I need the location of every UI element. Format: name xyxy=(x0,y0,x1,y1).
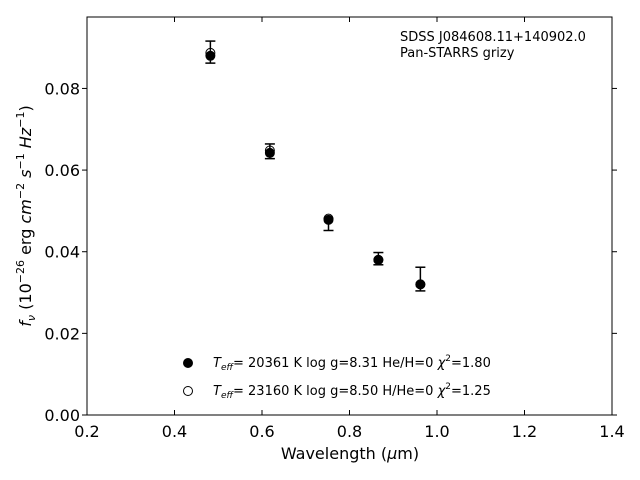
x-tick-label: 1.4 xyxy=(599,422,624,441)
data-points xyxy=(205,47,426,290)
point-he-h xyxy=(205,50,216,61)
annotation-survey: Pan-STARRS grizy xyxy=(400,46,515,61)
x-tick-label: 0.6 xyxy=(249,422,274,441)
legend-marker-filled xyxy=(183,358,193,368)
y-tick-label: 0.02 xyxy=(44,324,80,343)
point-h-he xyxy=(373,254,384,265)
error-bars xyxy=(205,40,426,292)
legend-entry-h-he: Teff= 23160 K log g=8.50 H/He=0 χ2=1.25 xyxy=(213,382,491,401)
annotation-object-name: SDSS J084608.11+140902.0 xyxy=(400,30,586,45)
x-tick-label: 0.2 xyxy=(74,422,99,441)
legend-marker-open xyxy=(183,386,193,396)
y-tick-label: 0.04 xyxy=(44,243,80,262)
axis-ticks: 0.2 0.4 0.6 0.8 1.0 1.2 1.4 0.00 0.02 0.04 0.06 0.0… xyxy=(44,17,625,441)
x-tick-label: 0.4 xyxy=(162,422,187,441)
point-h-he xyxy=(323,213,334,224)
x-axis-label: Wavelength (μm) xyxy=(281,444,419,463)
x-tick-label: 0.8 xyxy=(337,422,362,441)
x-tick-label: 1.2 xyxy=(512,422,537,441)
legend-entry-he-h: Teff= 20361 K log g=8.31 He/H=0 χ2=1.80 xyxy=(213,354,491,373)
point-he-h xyxy=(264,147,275,158)
y-tick-label: 0.00 xyxy=(44,406,80,425)
point-h-he xyxy=(264,145,275,156)
x-tick-label: 1.0 xyxy=(424,422,449,441)
point-h-he xyxy=(205,47,216,58)
legend: Teff= 20361 K log g=8.31 He/H=0 χ2=1.80 … xyxy=(183,354,491,401)
y-tick-label: 0.08 xyxy=(44,79,80,98)
y-axis-label: fν (10−26 erg cm−2 s−1 Hz−1) xyxy=(14,105,38,326)
point-h-he xyxy=(415,279,426,290)
y-tick-label: 0.06 xyxy=(44,161,80,180)
